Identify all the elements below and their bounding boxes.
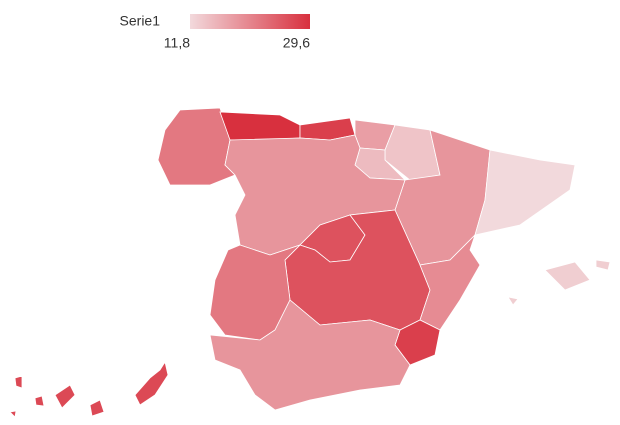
- region: [209, 299, 411, 411]
- map: [9, 107, 611, 418]
- colorbar-tick-label: 11,8: [164, 35, 190, 51]
- legend-title: Serie1: [120, 13, 161, 29]
- region: [507, 259, 611, 306]
- color-bar: [190, 14, 310, 29]
- region: [474, 149, 576, 236]
- region: [9, 360, 169, 418]
- colorbar-tick-label: 29,6: [283, 35, 310, 51]
- region: [219, 111, 301, 141]
